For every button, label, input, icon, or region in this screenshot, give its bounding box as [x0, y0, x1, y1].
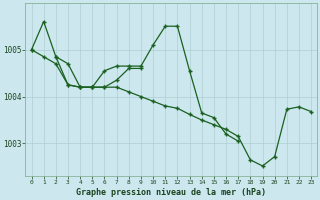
- X-axis label: Graphe pression niveau de la mer (hPa): Graphe pression niveau de la mer (hPa): [76, 188, 266, 197]
